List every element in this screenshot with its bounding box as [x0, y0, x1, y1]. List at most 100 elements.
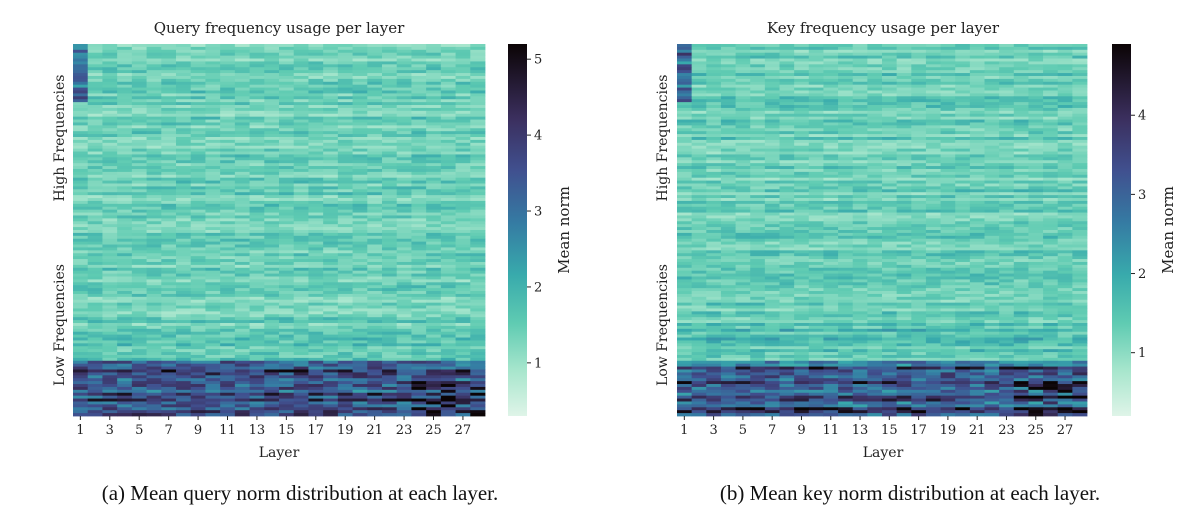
heatmap-cell [455, 180, 471, 184]
heatmap-cell [308, 200, 324, 205]
heatmap-cell [87, 160, 103, 164]
heatmap-cell [176, 325, 192, 330]
heatmap-cell [396, 81, 412, 86]
heatmap-cell [161, 61, 177, 65]
heatmap-cell [940, 154, 956, 158]
heatmap-cell [220, 218, 236, 222]
heatmap-cell [337, 180, 353, 184]
heatmap-cell [808, 90, 824, 94]
heatmap-cell [220, 366, 236, 370]
heatmap-cell [176, 250, 192, 254]
heatmap-cell [205, 352, 221, 356]
heatmap-cell [396, 305, 412, 309]
heatmap-cell [117, 145, 133, 150]
heatmap-cell [396, 296, 412, 301]
heatmap-cell [323, 99, 339, 103]
heatmap-cell [984, 171, 1000, 176]
heatmap-cell [396, 58, 412, 62]
heatmap-cell [1028, 128, 1044, 132]
heatmap-cell [735, 102, 751, 106]
heatmap-cell [882, 183, 898, 187]
heatmap-cell [691, 102, 707, 106]
heatmap-cell [220, 270, 236, 274]
heatmap-cell [190, 241, 206, 245]
heatmap-cell [779, 84, 795, 88]
heatmap-cell [367, 151, 383, 155]
heatmap-cell [73, 145, 89, 150]
heatmap-cell [146, 67, 162, 71]
heatmap-cell [102, 401, 118, 405]
heatmap-cell [426, 166, 442, 170]
heatmap-cell [220, 343, 236, 347]
heatmap-cell [352, 192, 368, 196]
heatmap-cell [470, 46, 486, 51]
heatmap-cell [190, 183, 206, 187]
heatmap-cell [190, 171, 206, 176]
heatmap-cell [293, 206, 309, 211]
heatmap-cell [735, 110, 751, 115]
heatmap-cell [382, 395, 398, 399]
heatmap-cell [73, 413, 89, 417]
heatmap-cell [808, 64, 824, 68]
heatmap-cell [323, 413, 339, 417]
heatmap-cell [337, 308, 353, 312]
heatmap-cell [396, 320, 412, 324]
heatmap-cell [440, 102, 456, 106]
heatmap-cell [190, 168, 206, 173]
heatmap-cell [706, 52, 722, 57]
heatmap-cell [323, 334, 339, 338]
heatmap-cell [205, 46, 221, 51]
heatmap-cell [146, 360, 162, 365]
heatmap-cell [882, 81, 898, 86]
heatmap-cell [1072, 61, 1088, 65]
heatmap-cell [720, 64, 736, 68]
heatmap-cell [955, 119, 971, 123]
heatmap-cell [720, 151, 736, 155]
heatmap-cell [279, 163, 295, 167]
heatmap-cell [73, 64, 89, 68]
heatmap-cell [308, 73, 324, 77]
heatmap-cell [925, 134, 941, 138]
heatmap-cell [117, 139, 133, 144]
heatmap-cell [279, 174, 295, 179]
heatmap-cell [984, 137, 1000, 141]
heatmap-cell [293, 317, 309, 321]
heatmap-cell [337, 215, 353, 219]
heatmap-cell [73, 119, 89, 123]
heatmap-cell [470, 381, 486, 385]
heatmap-cell [279, 107, 295, 112]
heatmap-cell [1057, 96, 1073, 100]
heatmap-cell [205, 288, 221, 292]
heatmap-cell [117, 49, 133, 54]
heatmap-cell [911, 99, 927, 103]
heatmap-cell [867, 168, 883, 173]
heatmap-cell [691, 61, 707, 65]
heatmap-cell [220, 61, 236, 65]
heatmap-cell [87, 134, 103, 138]
heatmap-cell [1028, 163, 1044, 167]
heatmap-cell [720, 90, 736, 94]
heatmap-cell [396, 148, 412, 152]
heatmap-cell [146, 276, 162, 280]
heatmap-cell [205, 221, 221, 225]
heatmap-cell [264, 183, 280, 187]
heatmap-cell [911, 49, 927, 54]
heatmap-cell [205, 270, 221, 274]
heatmap-cell [323, 293, 339, 298]
heatmap-cell [308, 264, 324, 269]
heatmap-cell [382, 331, 398, 336]
heatmap-cell [440, 259, 456, 263]
heatmap-cell [735, 122, 751, 126]
heatmap-cell [308, 96, 324, 100]
heatmap-cell [293, 340, 309, 344]
heatmap-cell [911, 107, 927, 112]
heatmap-cell [426, 253, 442, 257]
heatmap-cell [131, 296, 147, 301]
heatmap-cell [750, 125, 766, 129]
heatmap-cell [470, 166, 486, 170]
heatmap-cell [706, 67, 722, 71]
heatmap-cell [249, 325, 265, 330]
heatmap-cell [999, 151, 1015, 155]
heatmap-cell [367, 168, 383, 173]
heatmap-cell [925, 55, 941, 59]
